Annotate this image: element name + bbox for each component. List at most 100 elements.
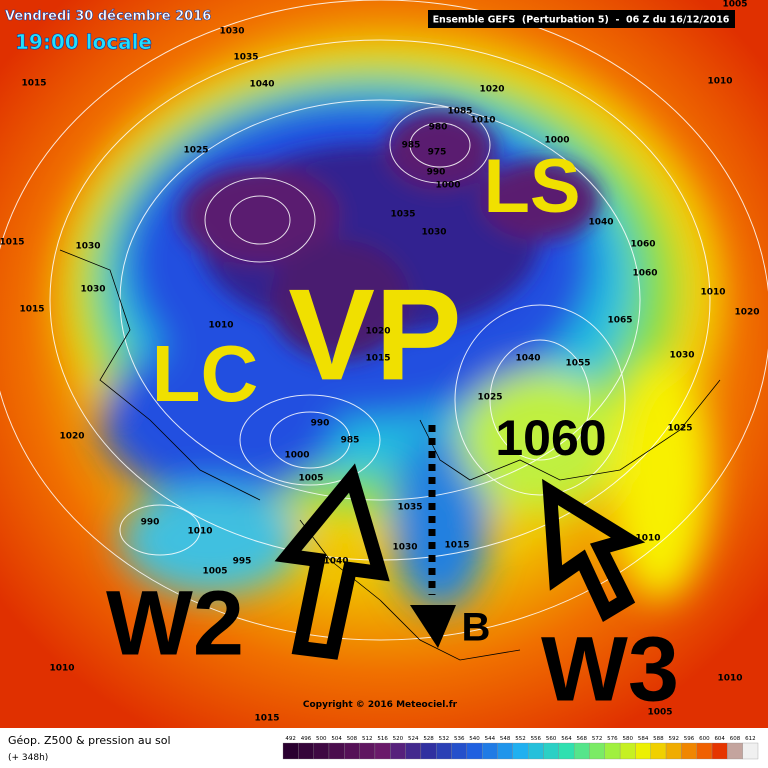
scale-cell	[328, 742, 345, 760]
scale-label: 596	[684, 736, 695, 742]
scale-label: 556	[531, 736, 542, 742]
date: Vendredi 30 décembre 2016	[5, 9, 211, 24]
scale-cell	[405, 742, 422, 760]
pressure-label: 1040	[323, 557, 348, 567]
pressure-label: 980	[429, 123, 448, 133]
cyan-lobe	[120, 485, 300, 595]
scale-label: 612	[745, 736, 756, 742]
scale-cell	[727, 742, 743, 760]
pressure-label: 1010	[208, 321, 233, 331]
pressure-label: 1030	[392, 543, 417, 553]
isobar	[239, 394, 381, 486]
pressure-label: 1015	[21, 79, 46, 89]
isobar	[229, 195, 291, 245]
scale-label: 552	[515, 736, 526, 742]
pressure-label: 1020	[734, 308, 759, 318]
coastline	[419, 379, 721, 481]
scale-label: 560	[546, 736, 557, 742]
pressure-label: 1035	[397, 503, 422, 513]
scale-label: 568	[577, 736, 588, 742]
scale-cell	[313, 742, 330, 760]
pressure-label: 1040	[515, 354, 540, 364]
purple-core	[270, 240, 410, 360]
pressure-label: 1000	[435, 181, 460, 191]
scale-cell	[650, 742, 667, 760]
isobar	[389, 106, 491, 184]
scale-label: 496	[301, 736, 312, 742]
arrow-w3	[542, 478, 646, 623]
scale-label: 608	[730, 736, 741, 742]
pressure-label: 1015	[444, 541, 469, 551]
pressure-label: 1035	[390, 210, 415, 220]
pressure-label: 1030	[669, 351, 694, 361]
color-scale: 492 496 500 504 508 512 516 520 524 528 532 536 540 5…	[282, 736, 759, 760]
scale-label: 540	[469, 736, 480, 742]
scale-cell	[711, 742, 728, 760]
scale-cell	[466, 742, 483, 760]
model-info: Ensemble GEFS (Perturbation 5) - 06 Z du…	[433, 15, 730, 26]
pressure-label: 1065	[607, 316, 632, 326]
scale-label: 504	[331, 736, 342, 742]
coastline	[59, 249, 261, 501]
ridge	[460, 370, 620, 510]
pressure-label: 1015	[0, 238, 25, 248]
pressure-label: 985	[402, 141, 421, 151]
local-time: 19:00 locale	[15, 30, 152, 54]
scale-cell	[681, 742, 697, 760]
label-high: 1060	[495, 410, 606, 466]
pressure-label: 1035	[233, 53, 258, 63]
pressure-label: 1030	[421, 228, 446, 238]
scale-label: 524	[408, 736, 419, 742]
scale-label: 588	[653, 736, 664, 742]
scale-cell	[344, 742, 360, 760]
scale-label: 576	[607, 736, 618, 742]
scale-cell	[604, 742, 621, 760]
arrow-w2	[274, 463, 390, 660]
scale-cell	[282, 742, 299, 760]
scale-label: 544	[485, 736, 496, 742]
pressure-label: 1010	[717, 674, 742, 684]
label-ls: LS	[483, 144, 580, 229]
pressure-label: 995	[233, 557, 252, 567]
label-w3: W3	[541, 618, 679, 720]
scale-label: 508	[347, 736, 358, 742]
low-field	[180, 110, 600, 360]
label-lc: LC	[152, 329, 259, 418]
pressure-label: 975	[428, 148, 447, 158]
pressure-label: 990	[311, 419, 330, 429]
scale-cell	[497, 742, 513, 760]
label-w2: W2	[106, 572, 244, 674]
pressure-label: 1015	[19, 305, 44, 315]
model-box	[428, 10, 735, 28]
scale-label: 500	[316, 736, 327, 742]
isobar	[409, 122, 471, 168]
scale-cell	[635, 742, 651, 760]
scale-cell	[359, 742, 376, 760]
pressure-label: 1010	[187, 527, 212, 537]
scale-cell	[451, 742, 468, 760]
pressure-label: 1010	[635, 534, 660, 544]
pressure-label: 1005	[722, 0, 747, 10]
scale-cell	[420, 742, 437, 760]
pressure-label: 1040	[249, 80, 274, 90]
label-vp: VP	[288, 261, 461, 407]
pressure-label: 1060	[632, 269, 657, 279]
isobar	[489, 339, 591, 461]
scale-label: 592	[668, 736, 679, 742]
pressure-label: 1010	[470, 116, 495, 126]
isobar	[454, 304, 626, 496]
scale-cell	[696, 742, 713, 760]
isobar	[119, 504, 201, 556]
pressure-label: 1055	[565, 359, 590, 369]
blue-lobe	[100, 340, 340, 500]
isobar	[269, 411, 351, 469]
purple-core	[385, 110, 495, 190]
pressure-label: 1030	[75, 242, 100, 252]
scale-cell	[589, 742, 605, 760]
scale-cell	[482, 742, 498, 760]
scale-cell	[374, 742, 391, 760]
pressure-label: 1015	[365, 354, 390, 364]
scale-label: 532	[439, 736, 450, 742]
